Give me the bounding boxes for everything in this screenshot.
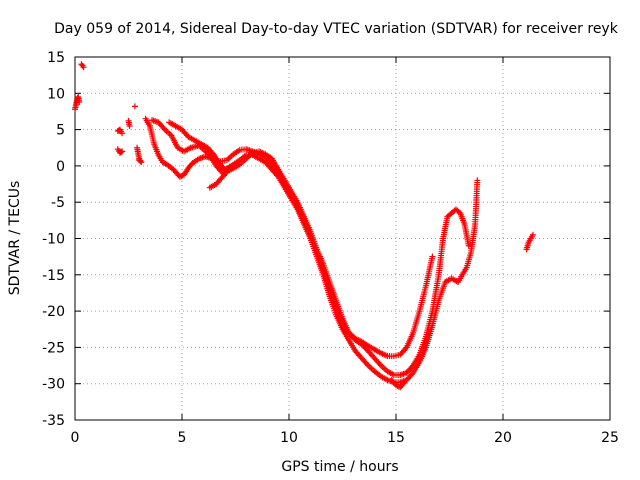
y-tick-label: 10 <box>47 86 65 102</box>
chart-title: Day 059 of 2014, Sidereal Day-to-day VTE… <box>54 21 619 37</box>
axis-ticks <box>74 56 611 421</box>
y-tick-label: -20 <box>42 304 65 320</box>
y-tick-label: -30 <box>42 377 65 393</box>
data-point <box>136 157 143 164</box>
y-tick-label: 0 <box>56 159 65 175</box>
data-point <box>76 99 83 106</box>
x-tick-label: 15 <box>387 430 405 446</box>
data-point <box>429 253 436 260</box>
y-tick-label: 5 <box>56 123 65 139</box>
x-tick-label: 25 <box>601 430 619 446</box>
y-axis-label: SDTVAR / TECUs <box>7 181 23 296</box>
x-tick-label: 20 <box>494 430 512 446</box>
y-tick-label: -5 <box>51 195 65 211</box>
data-point <box>474 177 481 184</box>
tick-labels: 0 5 10 15 20 25 15 10 5 0 -5 -10 -15 -20 -25 -30 -35 <box>42 50 619 446</box>
data-point <box>226 166 233 173</box>
y-tick-label: -35 <box>42 413 65 429</box>
data-point <box>119 130 126 137</box>
y-tick-label: -15 <box>42 268 65 284</box>
data-point <box>118 149 125 156</box>
y-tick-label: 15 <box>47 50 65 66</box>
data-point <box>131 103 138 110</box>
data-point <box>400 380 407 387</box>
x-tick-label: 10 <box>280 430 298 446</box>
data-point <box>126 122 133 129</box>
y-tick-label: -25 <box>42 340 65 356</box>
data-point <box>401 379 408 386</box>
data-point <box>119 148 126 155</box>
x-axis-label: GPS time / hours <box>281 459 398 475</box>
y-tick-label: -10 <box>42 232 65 248</box>
x-tick-label: 5 <box>178 430 187 446</box>
data-point <box>80 64 87 71</box>
data-marks <box>72 61 536 391</box>
grid-lines <box>75 57 610 420</box>
data-point <box>137 158 144 165</box>
data-point <box>465 242 472 249</box>
x-tick-label: 0 <box>71 430 80 446</box>
data-point <box>529 231 536 238</box>
data-point <box>79 62 86 69</box>
